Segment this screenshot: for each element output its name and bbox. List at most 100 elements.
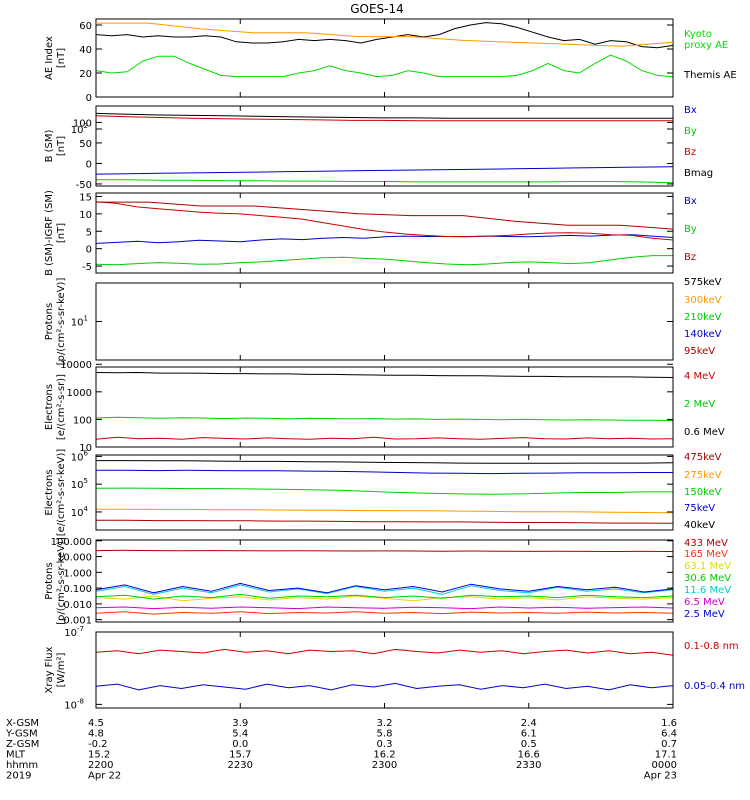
y-tick-label: -5 bbox=[82, 262, 92, 273]
y-tick-label: 102 bbox=[71, 122, 88, 136]
y-tick-label: 0.001 bbox=[63, 616, 92, 627]
series-line-protons_mev-6 bbox=[95, 582, 674, 594]
y-tick-label: 20 bbox=[79, 69, 92, 80]
series-line-protons-1 bbox=[96, 22, 674, 47]
y-tick-label: 60 bbox=[79, 21, 92, 32]
y-tick-label: 100 bbox=[73, 415, 92, 426]
y-axis-label: [p/(cm²-s-sr-keV)] bbox=[56, 537, 67, 625]
ephemeris-value: 0000 bbox=[652, 760, 677, 771]
panel-frame bbox=[95, 366, 674, 448]
legend-label: 210keV bbox=[684, 312, 722, 323]
legend-label: 6.5 MeV bbox=[684, 597, 725, 608]
legend-label: 4 MeV bbox=[684, 371, 715, 382]
y-axis-label: Electrons bbox=[44, 384, 55, 430]
y-tick-exponent: 1 bbox=[84, 315, 88, 323]
y-tick-label: 10-8 bbox=[64, 697, 84, 711]
ephemeris-row-label: 2019 bbox=[6, 771, 31, 782]
ephemeris-value: 0.0 bbox=[232, 739, 248, 750]
y-tick-label: 106 bbox=[71, 449, 89, 463]
legend-label: 475keV bbox=[684, 452, 722, 463]
series-line-protons_mev-1 bbox=[95, 611, 674, 615]
panel-frame bbox=[95, 539, 674, 623]
series-line-electrons_kev-4 bbox=[96, 460, 674, 464]
ephemeris-row-label: X-GSM bbox=[6, 718, 39, 729]
y-tick-label: 0 bbox=[86, 93, 92, 104]
ephemeris-value: 5.4 bbox=[232, 729, 248, 740]
legend-label: 300keV bbox=[684, 295, 722, 306]
y-tick-label: 5 bbox=[86, 227, 92, 238]
series-line-electrons_mev-0 bbox=[95, 436, 674, 440]
legend-label: 150keV bbox=[684, 487, 722, 498]
legend-label: proxy AE bbox=[684, 40, 728, 51]
legend-label: 433 MeV bbox=[684, 538, 728, 549]
series-line-ae-0 bbox=[95, 54, 674, 78]
ephemeris-value: 4.5 bbox=[88, 718, 104, 729]
legend-label: Bx bbox=[684, 196, 697, 207]
legend-label: 75keV bbox=[684, 503, 715, 514]
y-tick-label: 0 bbox=[86, 159, 92, 170]
y-axis-label: [nT] bbox=[56, 136, 67, 156]
y-tick-label: 1.000 bbox=[63, 568, 92, 579]
series-line-electrons_kev-1 bbox=[96, 508, 674, 514]
ephemeris-table: X-GSM 4.5 3.9 3.2 2.4 1.6 Y-GSM 4.8 5.4 5.8 6.1 6.4… bbox=[5, 718, 677, 782]
y-tick-exponent: 5 bbox=[84, 477, 88, 485]
y-tick-label: 0.100 bbox=[63, 584, 92, 595]
series-line-electrons_kev-0 bbox=[96, 519, 674, 524]
panel-electrons_mev: 10 100 1000 10000 Electrons [e/(cm²-s-sr)] 4 M… bbox=[44, 360, 725, 454]
series-line-electrons_kev-2 bbox=[95, 487, 673, 495]
y-tick-exponent: 6 bbox=[84, 449, 89, 457]
panel-protons: 101102103104105Protons[p/(cm²-s-sr-keV)]… bbox=[44, 22, 722, 366]
panel-bdiff: -5 0 5 10 15 B (SM)-IGRF (SM) [nT] Bx By Bz bbox=[44, 190, 697, 276]
legend-label: 140keV bbox=[684, 329, 722, 340]
y-tick-label: 0 bbox=[86, 245, 92, 256]
ephemeris-value: 0.3 bbox=[377, 739, 393, 750]
legend-label: By bbox=[684, 126, 697, 137]
ephemeris-value: 3.9 bbox=[232, 718, 248, 729]
y-tick-label: 50 bbox=[79, 139, 92, 150]
y-tick-label: 100.000 bbox=[51, 537, 92, 548]
series-line-bdiff-1 bbox=[95, 255, 673, 266]
y-axis-label: AE Index bbox=[44, 36, 55, 80]
ephemeris-value: 15.7 bbox=[229, 750, 251, 761]
y-axis-label: [nT] bbox=[56, 223, 67, 243]
y-tick-label: 100 bbox=[73, 118, 92, 129]
panel-frame bbox=[95, 282, 674, 361]
ephemeris-value: 16.2 bbox=[373, 750, 395, 761]
legend-label: 30.6 MeV bbox=[684, 573, 731, 584]
y-axis-label: Protons bbox=[44, 303, 55, 340]
legend-label: 95keV bbox=[684, 346, 715, 357]
series-line-protons-4 bbox=[96, 201, 674, 230]
y-axis-label: [p/(cm²-s-sr-keV)] bbox=[56, 278, 67, 366]
y-tick-label: 1000 bbox=[67, 388, 92, 399]
ephemeris-value: 2200 bbox=[88, 760, 113, 771]
y-tick-label: 101 bbox=[71, 315, 88, 329]
series-line-ae-1 bbox=[95, 22, 674, 49]
ephemeris-value: 2230 bbox=[228, 760, 253, 771]
y-tick-exponent: -8 bbox=[77, 697, 84, 705]
ephemeris-value: 17.1 bbox=[655, 750, 677, 761]
series-line-bdiff-2 bbox=[95, 201, 674, 241]
series-line-protons_mev-5 bbox=[95, 606, 674, 610]
ephemeris-row-label: hhmm bbox=[6, 760, 38, 771]
series-line-b-3 bbox=[95, 112, 673, 119]
y-tick-label: 10.000 bbox=[57, 553, 92, 564]
legend-label: 0.1-0.8 nm bbox=[684, 641, 739, 652]
ephemeris-value: 1.6 bbox=[661, 718, 677, 729]
y-tick-label: 10 bbox=[79, 443, 92, 454]
y-axis-label: Xray Flux bbox=[44, 646, 55, 693]
ephemeris-value: -0.2 bbox=[88, 739, 108, 750]
legend-label: 63.1 MeV bbox=[684, 561, 731, 572]
legend-label: Kyoto bbox=[684, 29, 712, 40]
y-tick-label: 10000 bbox=[60, 360, 92, 371]
ephemeris-value: 2330 bbox=[516, 760, 541, 771]
y-tick-exponent: 4 bbox=[84, 505, 89, 513]
ephemeris-value: 16.6 bbox=[518, 750, 540, 761]
panel-frame bbox=[95, 631, 674, 709]
legend-label: Themis AE bbox=[683, 70, 737, 81]
ephemeris-row-label: MLT bbox=[6, 750, 26, 761]
legend-label: 11.6 MeV bbox=[684, 585, 731, 596]
y-axis-label: [W/m²] bbox=[56, 652, 67, 687]
series-line-protons_mev-3 bbox=[95, 593, 674, 600]
legend-label: 0.6 MeV bbox=[684, 427, 725, 438]
